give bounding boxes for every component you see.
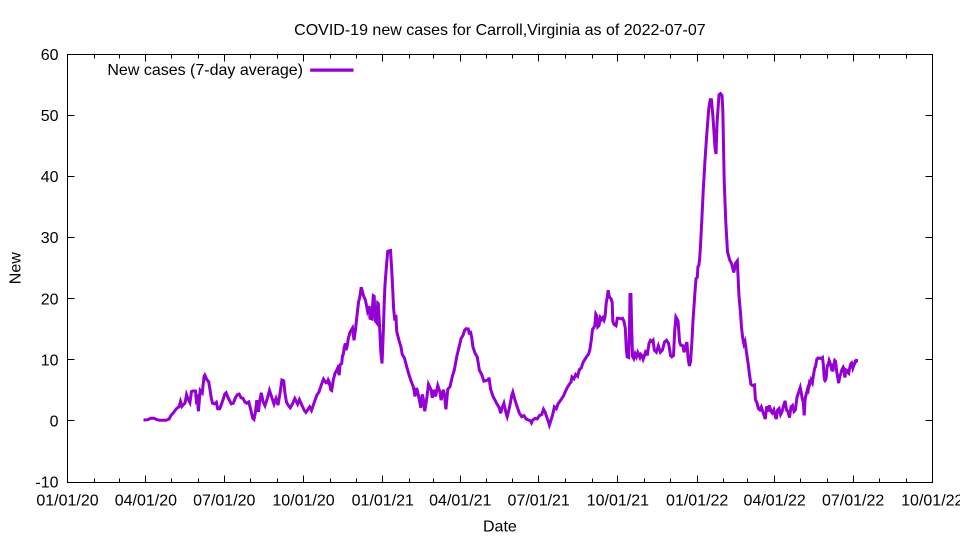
svg-text:30: 30 [41,230,59,247]
svg-text:0: 0 [50,413,59,430]
svg-text:07/01/20: 07/01/20 [193,493,255,510]
svg-text:10/01/22: 10/01/22 [901,493,960,510]
svg-text:20: 20 [41,291,59,308]
svg-text:60: 60 [41,47,59,64]
svg-text:07/01/21: 07/01/21 [508,493,570,510]
svg-text:-10: -10 [35,475,58,492]
svg-text:07/01/22: 07/01/22 [822,493,884,510]
svg-text:New: New [8,252,25,284]
svg-text:01/01/20: 01/01/20 [36,493,98,510]
svg-text:Date: Date [483,519,517,536]
svg-text:10/01/21: 10/01/21 [587,493,649,510]
svg-text:New cases (7-day average): New cases (7-day average) [107,62,303,79]
svg-text:04/01/22: 04/01/22 [744,493,806,510]
svg-text:04/01/21: 04/01/21 [429,493,491,510]
svg-text:01/01/22: 01/01/22 [666,493,728,510]
svg-text:01/01/21: 01/01/21 [352,493,414,510]
svg-text:10/01/20: 10/01/20 [272,493,334,510]
svg-text:04/01/20: 04/01/20 [115,493,177,510]
svg-text:40: 40 [41,169,59,186]
svg-text:50: 50 [41,108,59,125]
svg-text:COVID-19 new cases for Carroll: COVID-19 new cases for Carroll,Virginia … [294,22,706,39]
svg-text:10: 10 [41,352,59,369]
